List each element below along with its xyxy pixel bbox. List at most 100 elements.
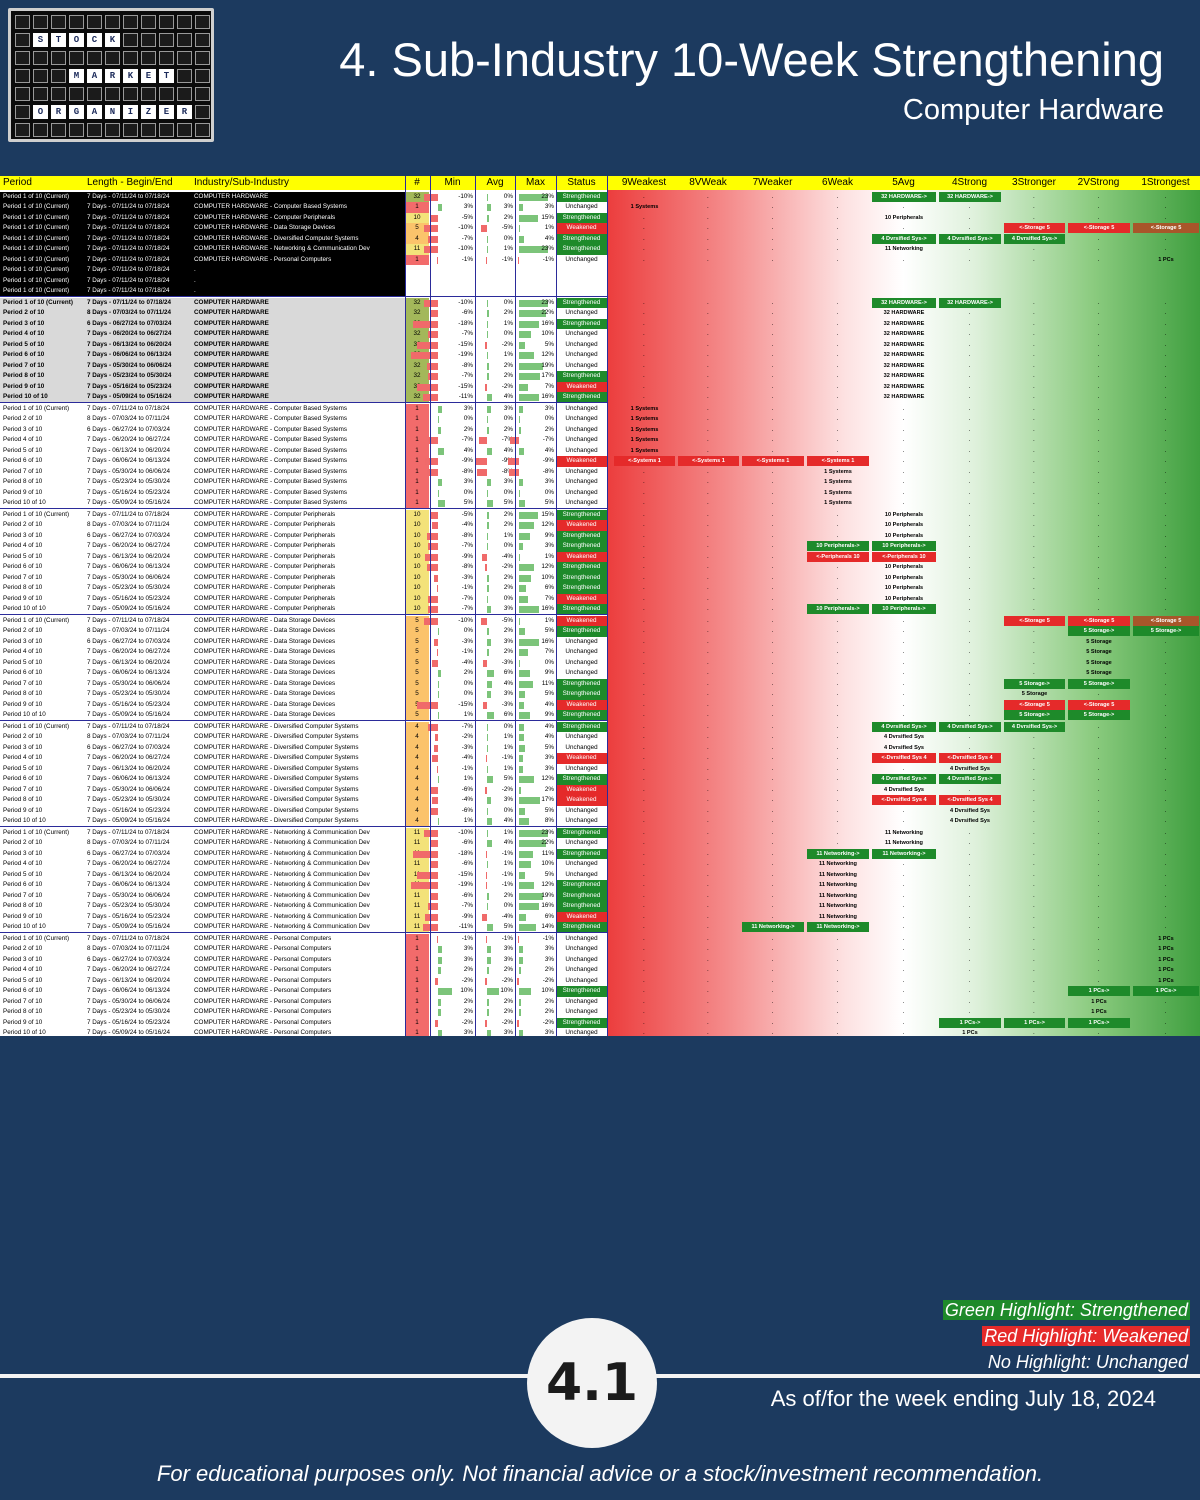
empty-marker: . [643, 552, 645, 560]
empty-marker: . [1164, 457, 1167, 465]
empty-marker: . [1097, 213, 1100, 221]
empty-marker: . [1164, 584, 1167, 592]
rating-marker: 4 Dvrsified Sys [883, 786, 925, 793]
cell: Period 2 of 10 [3, 415, 43, 423]
status-badge: Weakened [556, 223, 607, 234]
value-bar [487, 797, 491, 805]
value-bar [487, 830, 489, 837]
empty-marker: . [836, 340, 839, 348]
count-cell [405, 286, 429, 297]
count-cell: 10 [405, 562, 429, 573]
row-label-bg [0, 298, 405, 309]
empty-marker: . [643, 351, 645, 359]
logo-cell [105, 15, 120, 29]
empty-marker: . [771, 563, 774, 571]
cell: COMPUTER HARDWARE - Computer Peripherals [194, 521, 336, 529]
cell: COMPUTER HARDWARE [194, 340, 269, 348]
table-row: Period 1 of 10 (Current) 7 Days - 07/11/2… [0, 233, 1200, 245]
max-value: 11% [541, 679, 554, 687]
value-bar [428, 235, 438, 243]
status-badge: Weakened [556, 795, 607, 806]
empty-marker: . [771, 531, 774, 539]
empty-marker: . [643, 860, 645, 868]
status-badge: Strengthened [556, 318, 607, 330]
value-bar [484, 1019, 487, 1027]
empty-marker: . [707, 531, 709, 539]
empty-marker: . [968, 690, 971, 698]
group-separator [0, 402, 607, 403]
value-bar [477, 468, 487, 476]
logo-cell: K [123, 69, 138, 83]
row-label-bg [0, 381, 405, 393]
cell: COMPUTER HARDWARE - Personal Computers [194, 955, 332, 963]
empty-marker: . [707, 446, 709, 454]
empty-marker: . [771, 382, 774, 390]
min-value: -7% [461, 372, 473, 380]
empty-marker: . [707, 637, 709, 645]
max-value: -2% [542, 976, 554, 984]
value-bar [487, 1030, 491, 1036]
cell: COMPUTER HARDWARE - Data Storage Devices [194, 700, 336, 708]
empty-marker: . [771, 340, 774, 348]
group-separator [0, 932, 607, 933]
empty-marker: . [836, 245, 839, 253]
logo-cell [123, 33, 138, 47]
value-bar [519, 214, 538, 222]
count-cell: 5 [405, 626, 429, 637]
empty-marker: . [707, 723, 709, 730]
empty-marker: . [902, 425, 905, 433]
empty-marker: . [1097, 891, 1100, 899]
avg-value: 0% [503, 415, 513, 423]
cell: Period 1 of 10 (Current) [3, 245, 70, 253]
empty-marker: . [643, 775, 645, 783]
empty-marker: . [902, 679, 905, 687]
value-bar [436, 256, 438, 264]
cell: COMPUTER HARDWARE - Computer Based Syste… [194, 446, 348, 454]
cell: COMPUTER HARDWARE - Data Storage Devices [194, 648, 336, 656]
rating-marker: 32 HARDWARE [883, 373, 925, 380]
empty-marker: . [1164, 839, 1167, 847]
cell: 7 Days - 05/30/24 to 06/06/24 [87, 679, 170, 687]
logo-cell [105, 51, 120, 65]
logo-cell: N [105, 105, 120, 119]
count-cell: 32 [405, 360, 429, 372]
cell: 6 Days - 06/27/24 to 07/03/24 [87, 531, 170, 539]
empty-marker: . [771, 700, 774, 708]
empty-marker: . [707, 203, 709, 211]
empty-marker: . [771, 839, 774, 847]
logo-cell [33, 51, 48, 65]
value-bar [412, 320, 438, 328]
value-bar [487, 352, 489, 360]
status-badge: Unchanged [565, 870, 598, 878]
avg-value: 6% [503, 711, 513, 719]
empty-marker: . [643, 648, 645, 656]
empty-marker: . [1097, 425, 1100, 433]
table-row: Period 9 of 10 7 Days - 05/16/24 to 05/23… [0, 487, 1200, 499]
cell: COMPUTER HARDWARE - Data Storage Devices [194, 627, 336, 635]
rating-marker: 10 Peripherals [884, 574, 924, 581]
count-cell: 11 [405, 828, 429, 839]
logo-cell: I [123, 105, 138, 119]
logo-cell [177, 15, 192, 29]
rating-marker: 5 Storage-> [1068, 710, 1130, 721]
logo-cell [15, 69, 30, 83]
value-bar [507, 458, 519, 466]
logo-cell [15, 87, 30, 101]
value-bar [519, 543, 523, 551]
avg-value: -1% [501, 754, 513, 762]
empty-marker: . [1164, 669, 1167, 677]
value-bar [487, 512, 490, 519]
empty-marker: . [1033, 891, 1035, 899]
status-badge: Weakened [556, 520, 607, 531]
table-row: Period 4 of 10 7 Days - 06/20/24 to 06/27… [0, 541, 1200, 552]
empty-marker: . [1097, 945, 1100, 953]
empty-marker: . [707, 415, 709, 423]
value-bar [517, 936, 519, 943]
status-badge: Weakened [556, 616, 607, 627]
rating-marker: 32 HARDWARE-> [872, 298, 936, 308]
empty-marker: . [771, 351, 774, 359]
count-cell: 5 [405, 710, 429, 721]
empty-marker: . [1033, 870, 1035, 878]
empty-marker: . [1097, 415, 1100, 423]
column-header: Industry/Sub-Industry [194, 177, 290, 188]
